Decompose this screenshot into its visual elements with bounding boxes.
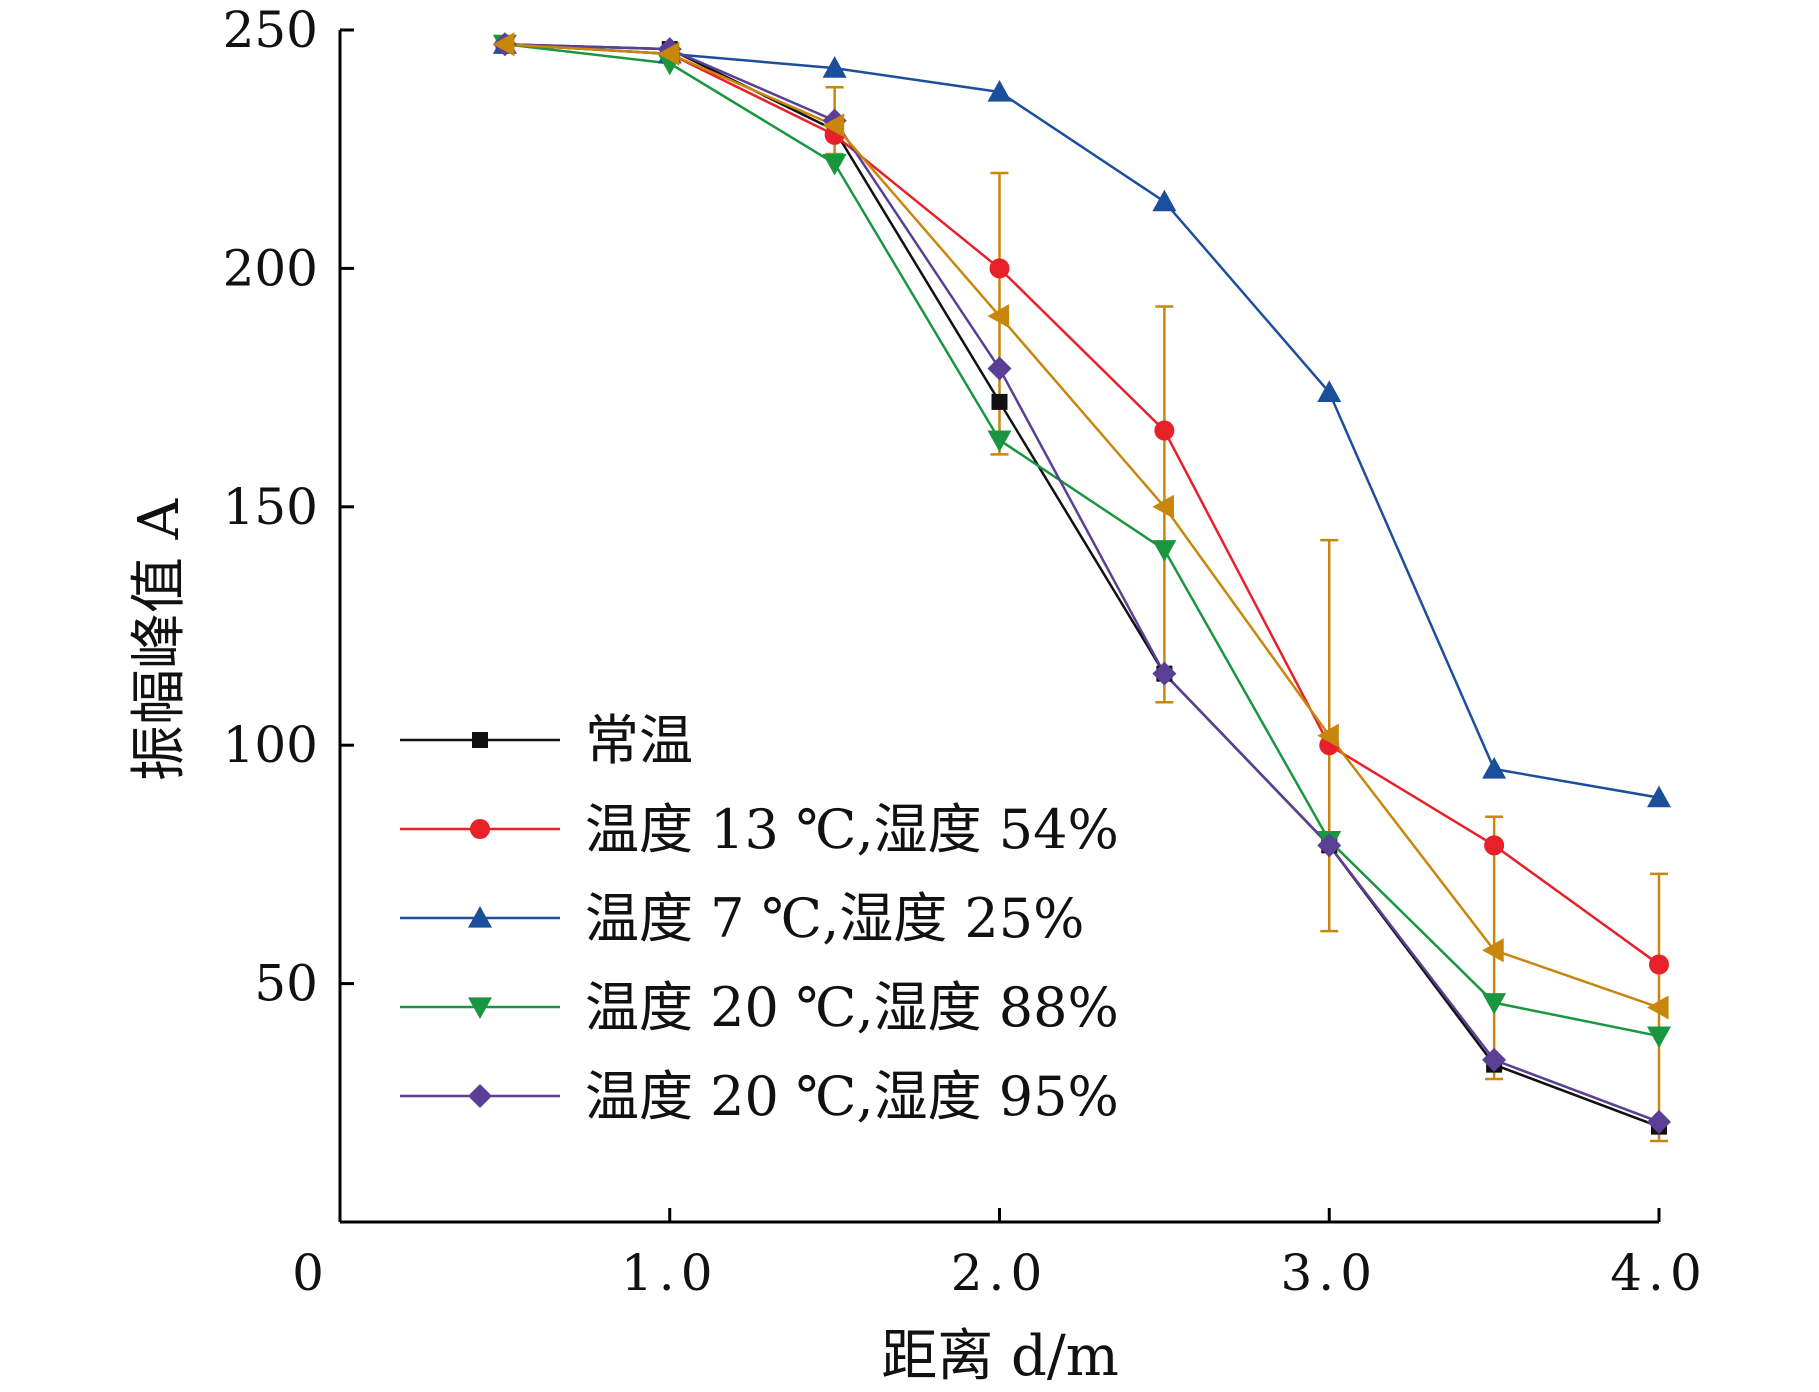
x-tick-label: 4.0 bbox=[1610, 1244, 1708, 1302]
x-tick-label: 1.0 bbox=[621, 1244, 719, 1302]
series-line-2 bbox=[504, 43, 1660, 799]
data-point bbox=[1482, 993, 1507, 1015]
data-point bbox=[989, 258, 1010, 279]
x-tick-label: 2.0 bbox=[951, 1244, 1049, 1302]
legend-label: 温度 13 ℃,湿度 54% bbox=[585, 798, 1119, 861]
legend-marker bbox=[468, 1084, 492, 1108]
axis-ticks: 1.0 2.0 3.0 4.0 50 100 150 200 250 bbox=[223, 1, 1708, 1302]
series-markers bbox=[492, 32, 1671, 1135]
data-point bbox=[1152, 540, 1177, 562]
series-line-4 bbox=[504, 43, 1660, 1124]
series-line-3 bbox=[504, 43, 1660, 1038]
data-point bbox=[1482, 757, 1507, 779]
legend-marker bbox=[468, 997, 492, 1019]
data-point bbox=[1647, 785, 1671, 808]
data-point bbox=[1154, 420, 1175, 441]
data-point bbox=[822, 56, 847, 78]
x-tick-label: 3.0 bbox=[1280, 1244, 1378, 1302]
data-point bbox=[822, 113, 845, 138]
legend-label: 温度 20 ℃,湿度 95% bbox=[585, 1065, 1119, 1128]
origin-label: 0 bbox=[292, 1244, 324, 1302]
y-tick-label: 150 bbox=[223, 478, 318, 536]
series-line-5 bbox=[504, 43, 1660, 1009]
y-tick-label: 200 bbox=[223, 239, 318, 297]
data-point bbox=[492, 32, 515, 57]
y-tick-label: 100 bbox=[223, 716, 318, 774]
legend-marker bbox=[470, 819, 490, 839]
legend-label: 常温 bbox=[585, 709, 693, 772]
x-axis-label: 距离 d/m bbox=[881, 1324, 1119, 1389]
data-point bbox=[1647, 1109, 1671, 1134]
legend-label: 温度 20 ℃,湿度 88% bbox=[585, 976, 1119, 1039]
data-point bbox=[822, 153, 847, 176]
data-point bbox=[1647, 995, 1669, 1020]
data-point bbox=[987, 79, 1012, 102]
data-point bbox=[1317, 723, 1339, 748]
data-point bbox=[991, 393, 1008, 410]
y-tick-label: 50 bbox=[254, 955, 318, 1013]
data-point bbox=[1317, 833, 1342, 858]
data-point bbox=[1317, 380, 1342, 402]
series-line-0 bbox=[504, 43, 1660, 1128]
series-lines bbox=[504, 43, 1660, 1128]
data-point bbox=[1152, 661, 1177, 686]
data-point bbox=[1152, 189, 1177, 212]
data-point bbox=[987, 356, 1012, 381]
data-point bbox=[1482, 938, 1504, 963]
data-point bbox=[1482, 1047, 1507, 1072]
data-point bbox=[1484, 835, 1505, 856]
data-point bbox=[657, 41, 680, 66]
data-point bbox=[987, 304, 1010, 329]
legend-marker bbox=[468, 906, 492, 928]
data-point bbox=[987, 430, 1012, 453]
y-axis-label: 振幅峰值 A bbox=[127, 498, 192, 781]
data-point bbox=[1152, 494, 1174, 519]
legend-label: 温度 7 ℃,湿度 25% bbox=[585, 887, 1084, 950]
data-point bbox=[1649, 954, 1669, 975]
series-line-1 bbox=[504, 43, 1660, 966]
legend-marker bbox=[472, 732, 488, 748]
y-tick-label: 250 bbox=[223, 1, 318, 59]
data-point bbox=[1647, 1026, 1671, 1049]
